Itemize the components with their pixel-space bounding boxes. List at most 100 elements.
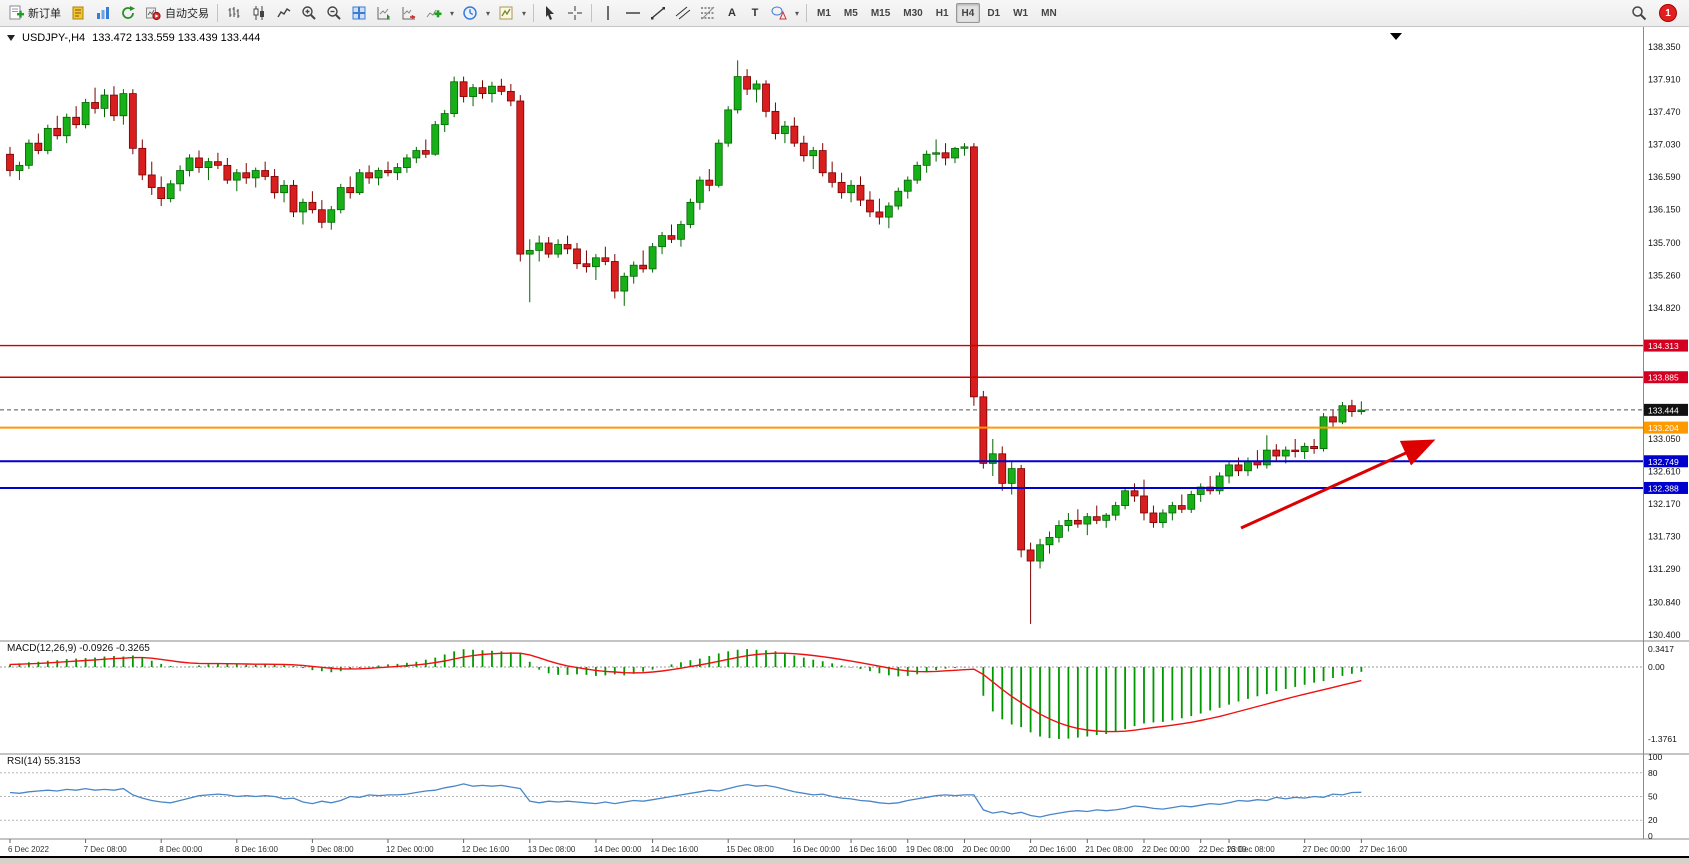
chart-shift-button[interactable] <box>397 2 421 24</box>
price-axis-label: 132.170 <box>1648 499 1681 509</box>
price-tag <box>1644 421 1688 434</box>
candle-body <box>781 125 789 134</box>
bar-chart-type-button[interactable] <box>222 2 246 24</box>
price-tag-label: 133.204 <box>1648 423 1679 433</box>
price-axis-label: 136.590 <box>1648 172 1681 182</box>
chart-canvas[interactable]: 138.350 137.910 137.470 137.030 136.590 136.1… <box>0 27 1689 864</box>
time-axis-label: 20 Dec 00:00 <box>962 845 1010 854</box>
candle-body <box>280 184 288 194</box>
candle-body <box>629 264 638 277</box>
candle-body <box>440 113 449 126</box>
candle-body <box>317 209 326 223</box>
chart-shift-marker-icon[interactable] <box>1390 33 1402 40</box>
candle-body <box>34 142 43 151</box>
horizontal-line-icon <box>626 12 640 14</box>
candle-body <box>488 85 496 94</box>
toolbar-separator <box>591 4 592 22</box>
candle-body <box>1225 464 1233 477</box>
zoom-out-button[interactable] <box>322 2 346 24</box>
candle-body <box>1083 516 1092 525</box>
candle-body <box>705 179 714 186</box>
candle-body <box>459 81 468 97</box>
horizontal-line-tool-button[interactable] <box>621 2 645 24</box>
timeframe-m1-button[interactable]: M1 <box>811 3 837 23</box>
candle-body <box>110 94 118 117</box>
cursor-tool-button[interactable] <box>538 2 562 24</box>
candle-body <box>960 146 969 149</box>
refresh-button[interactable] <box>116 2 140 24</box>
periods-button[interactable] <box>458 2 482 24</box>
price-axis-label: 131.730 <box>1648 532 1681 542</box>
tile-windows-button[interactable] <box>347 2 371 24</box>
time-axis-label: 19 Dec 08:00 <box>906 845 954 854</box>
timeframe-h1-button[interactable]: H1 <box>930 3 955 23</box>
candle-body <box>393 167 402 174</box>
label-tool-button[interactable]: T <box>744 2 766 24</box>
candle-body <box>582 263 591 268</box>
candle-body <box>714 142 723 186</box>
timeframe-d1-button[interactable]: D1 <box>981 3 1006 23</box>
fibonacci-tool-button[interactable] <box>696 2 720 24</box>
candlestick-type-icon <box>253 6 264 20</box>
candle-body <box>204 161 213 168</box>
candle-body <box>979 396 988 464</box>
templates-dropdown[interactable]: ▾ <box>519 2 529 24</box>
indicators-button[interactable] <box>422 2 446 24</box>
candle-body <box>1026 549 1035 562</box>
price-axis-label: 135.700 <box>1648 238 1681 248</box>
timeframe-h4-button[interactable]: H4 <box>955 3 981 23</box>
candle-body <box>1262 449 1271 466</box>
candle-body <box>147 174 156 188</box>
tile-windows-icon <box>352 6 366 20</box>
market-watch-button[interactable] <box>91 2 115 24</box>
periods-dropdown[interactable]: ▾ <box>483 2 493 24</box>
time-axis-label: 8 Dec 16:00 <box>235 845 279 854</box>
candle-body <box>563 244 572 250</box>
price-tag <box>1644 481 1688 494</box>
notification-badge[interactable]: 1 <box>1659 4 1677 22</box>
candle-body <box>610 261 619 292</box>
search-button[interactable] <box>1627 2 1651 24</box>
line-chart-type-button[interactable] <box>272 2 296 24</box>
crosshair-tool-button[interactable] <box>563 2 587 24</box>
templates-button[interactable] <box>494 2 518 24</box>
new-order-label: 新订单 <box>28 8 61 20</box>
auto-trading-button[interactable]: 自动交易 <box>141 2 213 24</box>
timeframe-mn-button[interactable]: MN <box>1035 3 1063 23</box>
candle-body <box>15 164 24 171</box>
price-axis-label: 138.350 <box>1648 42 1681 52</box>
timeframe-m30-button[interactable]: M30 <box>897 3 928 23</box>
candle-body <box>261 170 270 177</box>
indicators-dropdown[interactable]: ▾ <box>447 2 457 24</box>
price-tag <box>1644 339 1688 352</box>
timeframe-m5-button[interactable]: M5 <box>838 3 864 23</box>
toolbar-separator <box>806 4 807 22</box>
shapes-dropdown[interactable]: ▾ <box>792 2 802 24</box>
vertical-line-tool-button[interactable] <box>596 2 620 24</box>
candle-body <box>875 211 884 218</box>
timeframe-w1-button[interactable]: W1 <box>1007 3 1034 23</box>
channel-icon <box>675 6 691 20</box>
candle-body <box>176 170 185 185</box>
rsi-axis-label: 0 <box>1648 831 1653 841</box>
auto-scroll-button[interactable] <box>372 2 396 24</box>
time-axis-label: 13 Dec 08:00 <box>528 845 576 854</box>
candle-body <box>1045 536 1054 546</box>
candlestick-type-button[interactable] <box>247 2 271 24</box>
scripts-button[interactable] <box>66 2 90 24</box>
candle-body <box>53 127 62 137</box>
zoom-in-button[interactable] <box>297 2 321 24</box>
shapes-tool-button[interactable] <box>767 2 791 24</box>
candle-body <box>289 184 298 213</box>
candle-body <box>1073 519 1082 525</box>
candle-body <box>1357 409 1366 413</box>
new-order-icon <box>9 5 24 20</box>
new-order-button[interactable]: 新订单 <box>4 2 65 24</box>
text-tool-button[interactable]: A <box>721 2 743 24</box>
trendline-tool-button[interactable] <box>646 2 670 24</box>
channel-tool-button[interactable] <box>671 2 695 24</box>
price-axis-label: 137.030 <box>1648 140 1681 150</box>
timeframe-m15-button[interactable]: M15 <box>865 3 896 23</box>
trend-arrow[interactable] <box>1240 439 1436 530</box>
window-bottom-strip <box>0 858 1689 864</box>
